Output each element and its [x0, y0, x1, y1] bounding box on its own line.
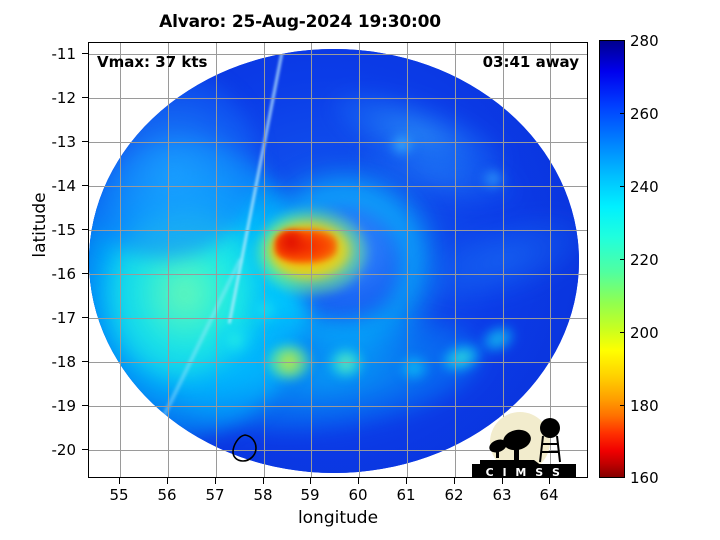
- xtick: [119, 478, 120, 484]
- xtick: [549, 478, 550, 484]
- gridline-v: [120, 43, 121, 477]
- gridline-v: [311, 43, 312, 477]
- ytick-label: -16: [51, 265, 77, 283]
- colorbar-tick: [620, 477, 625, 478]
- ytick-label: -11: [51, 45, 77, 63]
- xtick-label: 57: [205, 486, 225, 504]
- microwave-swath-disc: [89, 49, 579, 473]
- xtick: [167, 478, 168, 484]
- xtick-label: 63: [492, 486, 512, 504]
- ytick: [82, 317, 88, 318]
- xtick-label: 58: [253, 486, 273, 504]
- xtick-label: 60: [348, 486, 368, 504]
- ytick-label: -12: [51, 89, 77, 107]
- gridline-h: [89, 450, 587, 451]
- ytick-label: -18: [51, 353, 77, 371]
- southern-cell-4: [249, 297, 281, 323]
- y-axis-label: latitude: [30, 192, 50, 258]
- gridline-h: [89, 230, 587, 231]
- gridline-h: [89, 406, 587, 407]
- ytick: [82, 273, 88, 274]
- island-outline-reunion: [232, 434, 257, 462]
- ytick-label: -17: [51, 309, 77, 327]
- northwest-cool-area: [89, 69, 259, 259]
- ytick: [82, 185, 88, 186]
- page-title: Alvaro: 25-Aug-2024 19:30:00: [159, 12, 441, 32]
- cimss-logo-text: C I M S S: [486, 466, 563, 478]
- ytick: [82, 405, 88, 406]
- cimss-logo: C I M S S: [472, 412, 576, 478]
- ytick-label: -13: [51, 133, 77, 151]
- colorbar-tick: [620, 186, 625, 187]
- colorbar-tick-label: 260: [630, 105, 659, 123]
- gridline-h: [89, 318, 587, 319]
- xtick: [502, 478, 503, 484]
- xtick: [454, 478, 455, 484]
- colorbar-tick: [620, 332, 625, 333]
- xtick: [263, 478, 264, 484]
- xtick-label: 62: [444, 486, 464, 504]
- colorbar-tick: [620, 259, 625, 260]
- ytick: [82, 141, 88, 142]
- southern-cell-3: [217, 325, 253, 355]
- ytick-label: -19: [51, 397, 77, 415]
- gridline-v: [550, 43, 551, 477]
- colorbar-tick-label: 180: [630, 397, 659, 415]
- colorbar-tick-label: 280: [630, 32, 659, 50]
- southern-rainband-cell-2: [329, 349, 363, 377]
- colorbar-tick: [620, 405, 625, 406]
- ytick: [82, 97, 88, 98]
- core-peak: [278, 230, 304, 254]
- xtick: [358, 478, 359, 484]
- gridline-v: [407, 43, 408, 477]
- ytick: [82, 361, 88, 362]
- gridline-v: [168, 43, 169, 477]
- ytick-label: -20: [51, 441, 77, 459]
- gridline-v: [503, 43, 504, 477]
- ytick-label: -14: [51, 177, 77, 195]
- colorbar-tick: [620, 113, 625, 114]
- gridline-v: [216, 43, 217, 477]
- xtick-label: 59: [300, 486, 320, 504]
- northeast-cell: [389, 135, 415, 155]
- xtick: [406, 478, 407, 484]
- colorbar-tick-label: 220: [630, 251, 659, 269]
- southeast-band-cell-3: [399, 357, 429, 379]
- colorbar-tick-label: 200: [630, 324, 659, 342]
- xtick-label: 61: [396, 486, 416, 504]
- time-away-annotation: 03:41 away: [482, 53, 579, 71]
- gridline-h: [89, 54, 587, 55]
- ytick: [82, 229, 88, 230]
- x-axis-label: longitude: [297, 508, 379, 528]
- gridline-h: [89, 98, 587, 99]
- colorbar-tick-label: 240: [630, 178, 659, 196]
- map-plot-area[interactable]: C I M S S Vmax: 37 kts 03:41 away: [88, 42, 588, 478]
- east-cell: [481, 169, 505, 189]
- gridline-v: [264, 43, 265, 477]
- gridline-v: [455, 43, 456, 477]
- xtick-label: 64: [539, 486, 559, 504]
- colorbar-tick-label: 160: [630, 469, 659, 487]
- gridline-h: [89, 142, 587, 143]
- gridline-v: [359, 43, 360, 477]
- ytick: [82, 53, 88, 54]
- gridline-h: [89, 362, 587, 363]
- xtick: [215, 478, 216, 484]
- xtick: [310, 478, 311, 484]
- colorbar-tick: [620, 40, 625, 41]
- ytick-label: -15: [51, 221, 77, 239]
- xtick-label: 56: [157, 486, 177, 504]
- xtick-label: 55: [109, 486, 129, 504]
- gridline-h: [89, 274, 587, 275]
- gridline-h: [89, 186, 587, 187]
- vmax-annotation: Vmax: 37 kts: [97, 53, 208, 71]
- ytick: [82, 449, 88, 450]
